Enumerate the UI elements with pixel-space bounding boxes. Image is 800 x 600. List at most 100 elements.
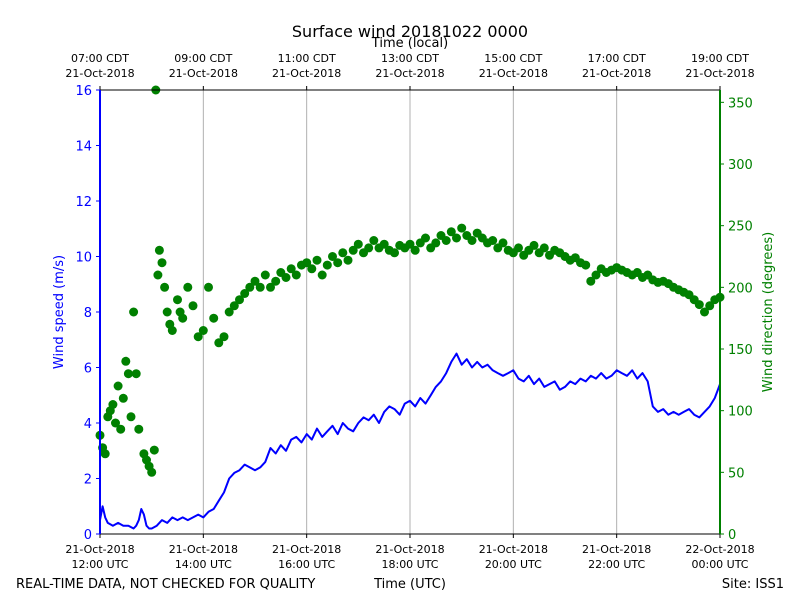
left-axis-label: Wind speed (m/s) [52, 255, 67, 369]
wind-direction-point [173, 295, 182, 305]
wind-direction-point [467, 236, 477, 245]
wind-direction-point [446, 227, 456, 237]
right-axis-label: Wind direction (degrees) [761, 232, 776, 392]
wind-direction-point [452, 233, 461, 243]
x-tick-label-bottom-date: 22-Oct-2018 [685, 543, 754, 556]
axis-ticks: 21-Oct-2018 12:00 UTC 21-Oct-2018 14:00 UTC… [65, 52, 754, 571]
x-tick-label-top-time: 13:00 CDT [381, 52, 439, 65]
x-tick-label-bottom-time: 00:00 UTC [691, 558, 748, 571]
wind-direction-point [178, 313, 188, 323]
y-tick-label-left: 6 [84, 362, 92, 377]
wind-direction-point [369, 236, 379, 245]
wind-direction-point [245, 282, 255, 292]
wind-direction-point [586, 276, 596, 286]
wind-direction-point [204, 282, 213, 292]
wind-direction-point [379, 239, 389, 249]
wind-direction-point [224, 307, 234, 317]
wind-direction-point [116, 424, 126, 434]
wind-direction-point [260, 270, 270, 280]
wind-direction-point [147, 467, 157, 477]
wind-direction-point [348, 245, 358, 255]
wind-direction-point [235, 295, 244, 305]
y-tick-label-right: 200 [728, 281, 753, 296]
x-tick-label-bottom-date: 21-Oct-2018 [272, 543, 341, 556]
wind-direction-point [328, 252, 337, 261]
x-tick-label-bottom-date: 21-Oct-2018 [582, 543, 651, 556]
wind-direction-point [405, 239, 415, 249]
wind-direction-point [219, 332, 229, 342]
wind-direction-point [431, 238, 441, 248]
wind-direction-point [157, 258, 167, 268]
grid-lines [202, 90, 618, 534]
wind-direction-point [317, 270, 327, 280]
x-tick-label-top-time: 09:00 CDT [174, 52, 232, 65]
wind-direction-point [149, 445, 159, 455]
wind-direction-point [240, 289, 250, 298]
x-axis-label: Time (UTC) [373, 577, 446, 592]
wind-direction-point [162, 307, 172, 317]
y-tick-label-left: 16 [75, 84, 92, 99]
wind-speed-series [99, 352, 721, 530]
wind-direction-point [694, 300, 704, 310]
x-tick-label-top-date: 21-Oct-2018 [272, 67, 341, 80]
wind-direction-point [255, 282, 265, 292]
wind-direction-point [229, 301, 239, 311]
wind-direction-point [123, 369, 133, 379]
wind-direction-point [581, 260, 591, 270]
wind-direction-point [333, 258, 343, 268]
x-tick-label-bottom-time: 16:00 UTC [278, 558, 335, 571]
wind-direction-point [134, 424, 144, 434]
wind-direction-point [118, 393, 128, 403]
y-tick-label-left: 8 [84, 306, 92, 321]
x-tick-label-bottom-time: 18:00 UTC [381, 558, 438, 571]
wind-direction-point [266, 282, 275, 292]
y-tick-label-left: 14 [75, 140, 92, 155]
x-tick-label-top-time: 07:00 CDT [71, 52, 129, 65]
x-tick-label-top-date: 21-Oct-2018 [685, 67, 754, 80]
x-tick-label-top-date: 21-Oct-2018 [169, 67, 238, 80]
wind-direction-point [441, 236, 451, 245]
x-tick-label-bottom-date: 21-Oct-2018 [169, 543, 238, 556]
wind-direction-point [705, 301, 715, 311]
wind-direction-point [514, 243, 523, 253]
y-tick-label-right: 250 [728, 220, 753, 235]
footer-site: Site: ISS1 [722, 577, 784, 592]
wind-direction-point [167, 326, 177, 335]
wind-direction-series [95, 85, 725, 477]
wind-direction-point [307, 264, 317, 274]
wind-direction-point [390, 248, 399, 258]
wind-direction-point [591, 270, 601, 280]
wind-direction-point [364, 243, 374, 253]
wind-direction-point [183, 282, 193, 292]
y-tick-label-right: 100 [728, 405, 753, 420]
x-tick-label-top-date: 21-Oct-2018 [65, 67, 134, 80]
wind-direction-point [250, 276, 260, 286]
y-tick-label-right: 300 [728, 158, 753, 173]
y-tick-label-left: 12 [75, 195, 92, 210]
wind-direction-point [286, 264, 296, 274]
x-tick-label-bottom-time: 20:00 UTC [485, 558, 542, 571]
x-tick-label-top-time: 19:00 CDT [691, 52, 749, 65]
wind-direction-point [410, 245, 420, 255]
x-tick-label-top-date: 21-Oct-2018 [582, 67, 651, 80]
wind-direction-point [209, 313, 219, 323]
wind-direction-point [153, 270, 163, 280]
wind-direction-point [281, 273, 291, 282]
wind-direction-point [291, 270, 301, 280]
y-tick-label-left: 0 [84, 528, 92, 543]
x-tick-label-bottom-date: 21-Oct-2018 [479, 543, 548, 556]
x-tick-label-bottom-time: 12:00 UTC [71, 558, 128, 571]
x-tick-label-bottom-date: 21-Oct-2018 [375, 543, 444, 556]
wind-direction-point [353, 239, 363, 249]
y-tick-label-left: 2 [84, 473, 92, 488]
wind-direction-point [126, 412, 136, 422]
x-tick-label-bottom-date: 21-Oct-2018 [65, 543, 134, 556]
wind-speed-line [99, 352, 721, 530]
wind-direction-point [322, 260, 332, 270]
wind-direction-point [131, 369, 141, 379]
wind-direction-point [539, 243, 549, 253]
wind-direction-point [529, 240, 539, 250]
wind-direction-point [271, 276, 281, 286]
wind-direction-point [421, 233, 430, 243]
